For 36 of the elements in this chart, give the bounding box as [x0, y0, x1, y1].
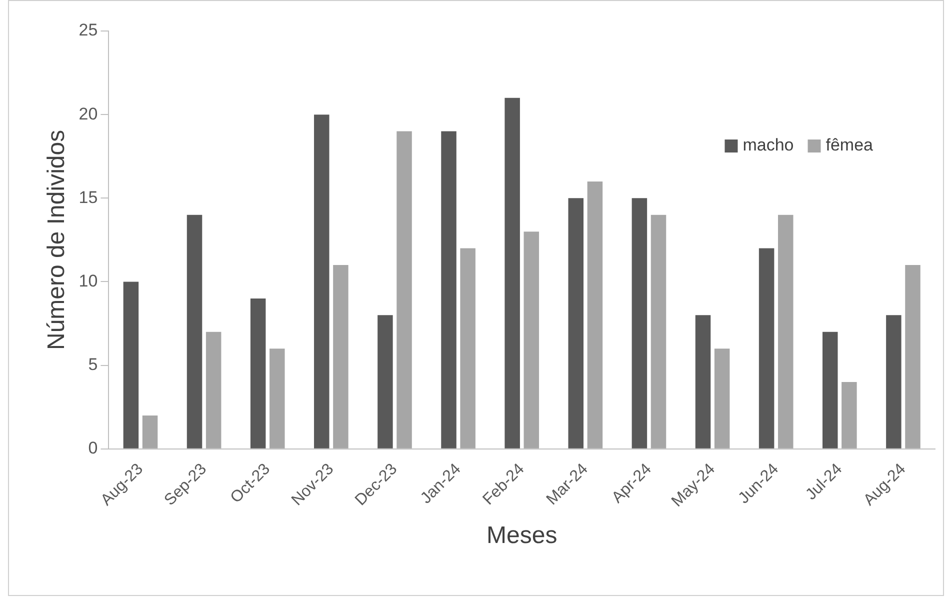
x-axis-title: Meses — [486, 522, 558, 550]
bar — [270, 348, 285, 448]
y-tick-label: 25 — [78, 20, 98, 40]
y-tick-label: 15 — [78, 188, 98, 207]
bar — [186, 214, 202, 448]
bar — [905, 265, 920, 448]
bar — [778, 214, 794, 448]
bar — [441, 131, 456, 448]
bar — [378, 315, 393, 448]
y-tick-label: 0 — [88, 438, 98, 458]
legend-label: fêmea — [826, 136, 874, 155]
legend-label: macho — [742, 136, 794, 155]
bar — [842, 382, 857, 448]
bar — [587, 181, 603, 448]
y-tick-label: 5 — [88, 355, 98, 374]
bar — [250, 298, 266, 448]
bar — [822, 332, 838, 448]
bar — [886, 315, 902, 448]
bar — [333, 265, 348, 448]
bar — [142, 415, 158, 448]
bar — [632, 198, 648, 448]
y-tick-label: 20 — [78, 104, 98, 124]
bar — [650, 214, 666, 448]
bar — [695, 315, 711, 448]
bar — [206, 332, 222, 448]
bar — [314, 114, 330, 448]
bar — [460, 248, 476, 448]
y-axis-title: Número de Individos — [43, 130, 70, 350]
bar — [568, 198, 584, 448]
bar — [714, 348, 730, 448]
y-tick-label: 10 — [78, 271, 98, 290]
bar — [504, 98, 520, 448]
bar — [123, 282, 139, 448]
bar — [396, 131, 412, 448]
bar — [524, 232, 540, 448]
bar — [758, 248, 774, 448]
